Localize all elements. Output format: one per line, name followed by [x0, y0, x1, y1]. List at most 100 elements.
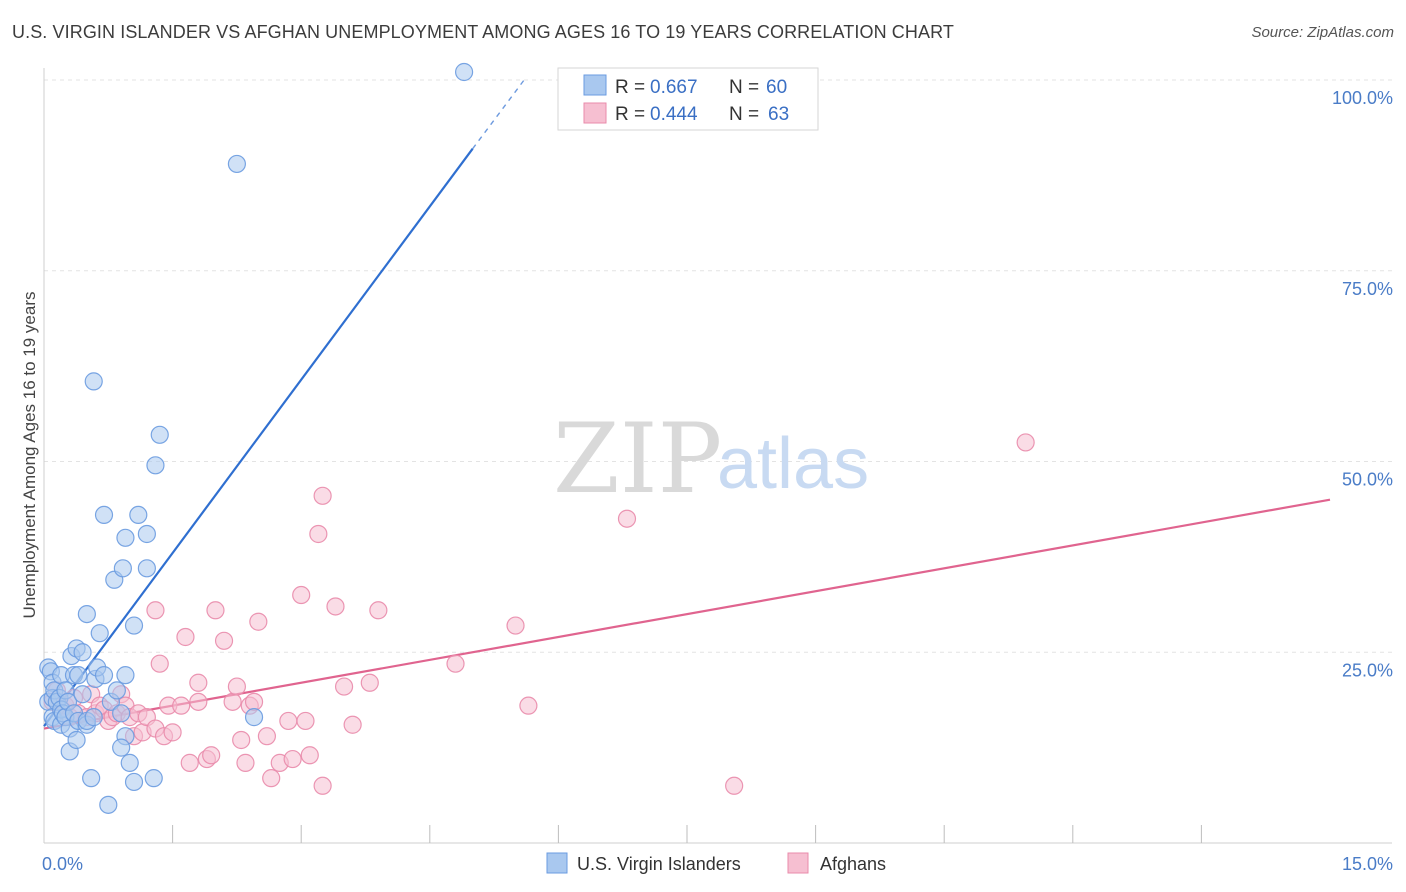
- point-afghans-59: [369, 601, 388, 620]
- point-afghans-44: [257, 727, 277, 746]
- bottom-legend: U.S. Virgin Islanders Afghans: [546, 852, 886, 874]
- point-virgin-islanders-43: [112, 704, 131, 723]
- point-virgin-islanders-49: [120, 753, 139, 772]
- point-virgin-islanders-31: [82, 769, 101, 788]
- point-afghans-39: [232, 730, 251, 750]
- point-virgin-islanders-48: [112, 738, 131, 757]
- watermark: ZIP atlas: [553, 403, 869, 515]
- legend-r-label-pink: R =: [615, 104, 645, 125]
- point-afghans-37: [223, 692, 242, 711]
- legend-r-value-blue: 0.667: [650, 77, 698, 98]
- point-afghans-55: [326, 597, 345, 616]
- legend-n-label-blue: N =: [729, 77, 759, 98]
- point-virgin-islanders-60: [454, 62, 474, 82]
- point-afghans-62: [519, 696, 538, 715]
- y-tick-label-2: 75.0%: [1342, 279, 1393, 299]
- trendline-afghans: [43, 498, 1331, 730]
- point-virgin-islanders-33: [84, 372, 103, 391]
- trend-layer: [43, 79, 1331, 730]
- x-tick-label-1: 15.0%: [1342, 854, 1393, 874]
- point-afghans-60: [446, 654, 465, 673]
- y-tick-label-3: 100.0%: [1332, 88, 1393, 108]
- legend-n-value-pink: 63: [768, 104, 789, 125]
- point-virgin-islanders-45: [116, 666, 135, 685]
- point-virgin-islanders-37: [94, 666, 114, 685]
- x-tick-label-0: 0.0%: [42, 854, 83, 874]
- point-virgin-islanders-38: [94, 505, 114, 525]
- watermark-zip: ZIP: [553, 403, 722, 515]
- point-virgin-islanders-39: [99, 795, 118, 814]
- point-afghans-30: [180, 753, 199, 772]
- point-virgin-islanders-42: [107, 681, 126, 700]
- legend-swatch-blue: [583, 74, 607, 96]
- tick-layer: 25.0% 50.0% 75.0% 100.0% 0.0% 15.0%: [42, 88, 1393, 874]
- bottom-legend-label-pink: Afghans: [820, 854, 886, 874]
- watermark-atlas: atlas: [717, 424, 869, 504]
- point-afghans-47: [279, 711, 298, 731]
- legend-r-value-pink: 0.444: [650, 104, 698, 125]
- chart-title: U.S. VIRGIN ISLANDER VS AFGHAN UNEMPLOYM…: [12, 22, 954, 42]
- legend-n-value-blue: 60: [766, 77, 787, 98]
- point-afghans-36: [214, 631, 234, 650]
- legend-n-label-pink: N =: [729, 104, 759, 125]
- point-afghans-48: [283, 749, 302, 769]
- bottom-legend-label-blue: U.S. Virgin Islanders: [577, 854, 741, 874]
- legend-r-label-blue: R =: [615, 77, 645, 98]
- point-virgin-islanders-32: [84, 708, 103, 727]
- point-virgin-islanders-44: [113, 559, 132, 578]
- point-afghans-23: [146, 601, 165, 620]
- point-afghans-54: [313, 486, 332, 505]
- point-virgin-islanders-29: [77, 604, 96, 624]
- point-virgin-islanders-36: [90, 624, 109, 643]
- y-tick-label-0: 25.0%: [1342, 660, 1393, 680]
- point-virgin-islanders-53: [137, 559, 156, 578]
- point-afghans-38: [227, 677, 246, 696]
- point-virgin-islanders-52: [129, 505, 148, 525]
- point-afghans-52: [309, 524, 328, 544]
- point-virgin-islanders-27: [73, 643, 92, 662]
- point-afghans-35: [206, 601, 225, 620]
- point-afghans-45: [262, 769, 281, 788]
- point-virgin-islanders-26: [73, 685, 92, 704]
- bottom-legend-swatch-blue: [546, 852, 568, 874]
- point-virgin-islanders-51: [124, 772, 144, 792]
- point-virgin-islanders-54: [137, 524, 156, 544]
- point-virgin-islanders-47: [116, 528, 135, 547]
- points-layer: [39, 62, 1035, 814]
- point-afghans-34: [202, 746, 221, 765]
- point-afghans-28: [172, 696, 191, 715]
- legend-swatch-pink: [583, 102, 607, 124]
- point-afghans-31: [189, 692, 208, 711]
- point-afghans-57: [343, 715, 362, 734]
- point-virgin-islanders-22: [67, 730, 86, 750]
- y-axis-label: Unemployment Among Ages 16 to 19 years: [20, 292, 39, 619]
- point-virgin-islanders-59: [244, 708, 264, 727]
- point-afghans-32: [189, 673, 208, 692]
- point-afghans-53: [313, 776, 332, 795]
- point-afghans-50: [296, 711, 315, 731]
- point-afghans-64: [725, 776, 744, 795]
- grid-layer: [44, 79, 1392, 653]
- point-virgin-islanders-56: [146, 456, 165, 475]
- point-virgin-islanders-58: [227, 154, 246, 174]
- point-afghans-58: [360, 673, 379, 692]
- point-afghans-49: [292, 585, 311, 605]
- point-afghans-56: [334, 677, 354, 696]
- top-legend: R = 0.667 N = 60 R = 0.444 N = 63: [557, 67, 819, 131]
- bottom-legend-swatch-pink: [787, 852, 809, 874]
- point-afghans-51: [300, 746, 319, 765]
- point-afghans-40: [236, 753, 255, 772]
- point-afghans-63: [617, 509, 637, 528]
- point-virgin-islanders-25: [69, 666, 88, 685]
- point-virgin-islanders-50: [124, 616, 144, 635]
- point-afghans-29: [176, 627, 195, 647]
- point-afghans-61: [506, 616, 525, 635]
- y-tick-label-1: 50.0%: [1342, 470, 1393, 490]
- point-afghans-42: [244, 692, 264, 711]
- trendline-virgin-islanders: [43, 148, 474, 727]
- point-virgin-islanders-57: [150, 425, 169, 444]
- trendline-virgin-islanders-extension: [472, 79, 525, 150]
- source-label: Source: ZipAtlas.com: [1251, 24, 1394, 41]
- point-afghans-43: [249, 612, 268, 631]
